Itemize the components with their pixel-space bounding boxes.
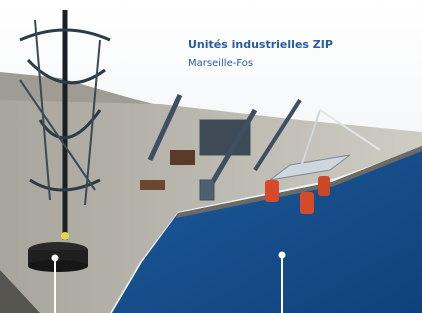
- subtitle: Marseille-Fos: [188, 58, 253, 69]
- title: Unités industrielles ZIP: [188, 38, 333, 51]
- illustration: Unités industrielles ZIP Marseille-Fos: [0, 0, 422, 313]
